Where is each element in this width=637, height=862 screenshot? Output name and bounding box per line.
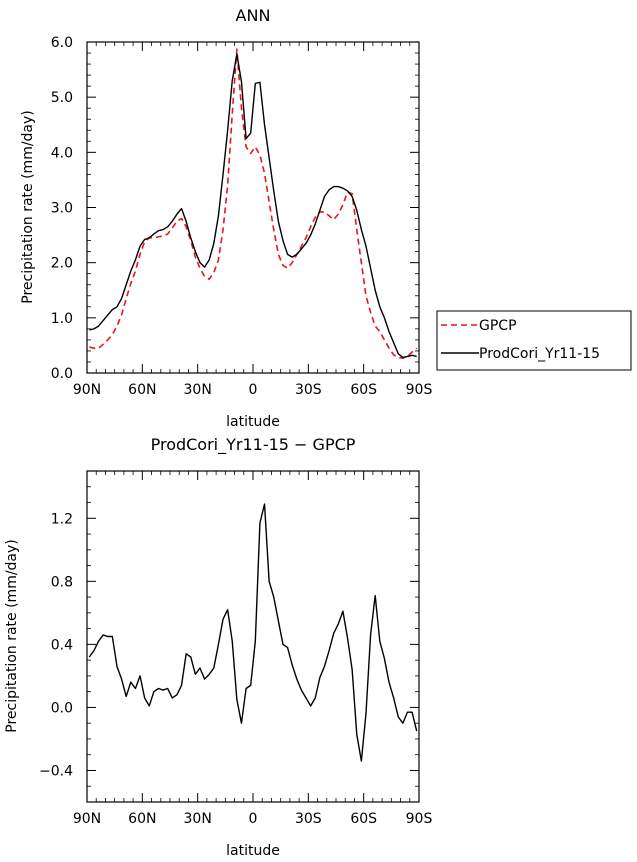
axis-ticks <box>86 471 420 802</box>
y-tick-label: 6.0 <box>51 35 73 51</box>
y-tick-labels: −0.4 0.0 0.4 0.8 1.2 <box>39 511 73 779</box>
y-axis-label: Precipitation rate (mm/day) <box>4 539 20 733</box>
x-tick-label: 90S <box>406 382 433 398</box>
x-tick-label: 60N <box>128 382 156 398</box>
y-tick-label: 0.0 <box>51 366 73 382</box>
x-tick-label: 0 <box>249 811 258 827</box>
x-tick-label: 60N <box>128 811 156 827</box>
series-line-prodcori-yr11-15-gpcp <box>88 503 418 762</box>
x-tick-labels: 90N 60N 30N 0 30S 60S 90S <box>73 382 433 398</box>
axis-ticks <box>86 41 420 374</box>
x-tick-label: 60S <box>350 382 377 398</box>
x-axis-label: latitude <box>226 843 280 859</box>
x-tick-label: 90S <box>406 811 433 827</box>
x-axis-label: latitude <box>226 414 280 430</box>
x-tick-label: 30S <box>295 382 322 398</box>
y-tick-label: 2.0 <box>51 256 73 272</box>
series-line-gpcp <box>89 48 418 359</box>
panel-difference: ProdCori_Yr11-15 − GPCP −0.4 0.0 0.4 0.8 1.2… <box>4 435 432 859</box>
x-tick-labels: 90N 60N 30N 0 30S 60S 90S <box>73 811 433 827</box>
legend: GPCP ProdCori_Yr11-15 <box>436 310 632 371</box>
x-tick-label: 30S <box>295 811 322 827</box>
y-tick-label: −0.4 <box>39 763 73 779</box>
y-tick-label: 0.8 <box>51 574 73 590</box>
panel-annual-precipitation: ANN 0.0 1.0 2.0 3.0 4.0 5.0 6.0 90N 60N 30N 0 30S 6… <box>20 6 632 430</box>
x-tick-label: 90N <box>73 382 101 398</box>
chart-title: ProdCori_Yr11-15 − GPCP <box>151 435 356 455</box>
plot-frame <box>86 41 420 374</box>
series-lines <box>89 48 418 359</box>
x-tick-label: 90N <box>73 811 101 827</box>
y-tick-label: 3.0 <box>51 201 73 217</box>
series-line-prodcori-yr11-15 <box>89 53 417 359</box>
chart-title: ANN <box>236 6 271 25</box>
x-tick-label: 0 <box>249 382 258 398</box>
y-tick-label: 4.0 <box>51 145 73 161</box>
legend-label-prodcori: ProdCori_Yr11-15 <box>479 346 600 362</box>
y-tick-labels: 0.0 1.0 2.0 3.0 4.0 5.0 6.0 <box>51 35 73 382</box>
legend-label-gpcp: GPCP <box>479 318 517 334</box>
y-tick-label: 0.0 <box>51 700 73 716</box>
x-tick-label: 30N <box>184 382 212 398</box>
y-tick-label: 1.2 <box>51 511 73 527</box>
y-tick-label: 1.0 <box>51 311 73 327</box>
y-tick-label: 5.0 <box>51 90 73 106</box>
legend-box <box>436 310 632 371</box>
x-tick-label: 30N <box>184 811 212 827</box>
plot-frame <box>86 470 420 803</box>
y-tick-label: 0.4 <box>51 637 73 653</box>
series-lines <box>88 503 418 762</box>
y-axis-label: Precipitation rate (mm/day) <box>20 110 36 304</box>
x-tick-label: 60S <box>350 811 377 827</box>
